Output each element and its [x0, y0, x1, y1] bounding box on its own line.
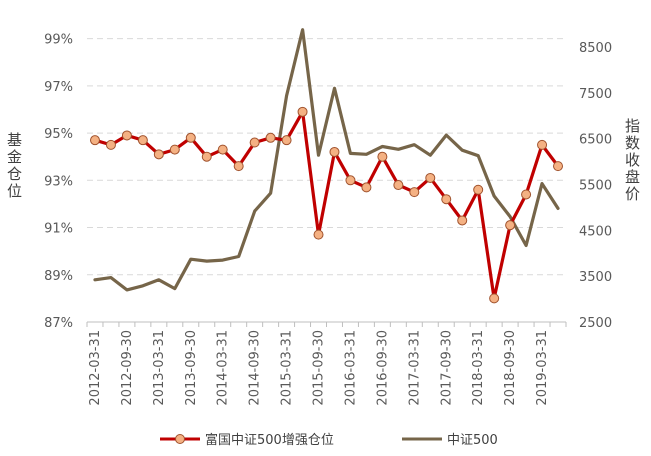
fund-position-point: [409, 187, 420, 198]
fund-position-point: [89, 135, 100, 146]
fund-position-line: [93, 110, 560, 300]
x-tick-label: 2013-09-30: [184, 330, 199, 406]
x-axis-ticks: 2012-03-31 2012-09-30 2013-03-31 2013-09-30…: [86, 322, 567, 406]
x-tick-label: 2017-03-31: [407, 330, 422, 406]
fund-position-point: [265, 132, 276, 143]
x-tick-label: 2016-09-30: [375, 330, 390, 406]
right-y-tick-label: 2500: [579, 316, 612, 331]
fund-position-point: [345, 175, 356, 186]
fund-position-point: [329, 146, 340, 157]
legend-item-position: 富国中证500增强仓位: [160, 432, 334, 448]
fund-position-point: [553, 161, 564, 172]
right-y-tick-label: 8500: [579, 41, 612, 56]
fund-position-point: [425, 172, 436, 183]
left-y-tick-label: 95%: [44, 127, 73, 142]
fund-position-point: [473, 184, 484, 195]
fund-position-point: [441, 194, 452, 205]
left-y-axis-title: 基金仓位: [5, 132, 23, 200]
left-y-tick-label: 97%: [44, 80, 73, 95]
fund-position-point: [281, 135, 292, 146]
x-tick-label: 2014-09-30: [248, 330, 263, 406]
fund-position-point: [105, 139, 116, 150]
x-tick-label: 2017-09-30: [439, 330, 454, 406]
fund-position-point: [185, 132, 196, 143]
x-tick-label: 2019-03-31: [535, 330, 550, 406]
fund-position-point: [521, 189, 532, 200]
fund-position-point: [457, 215, 468, 226]
x-tick-label: 2018-03-31: [471, 330, 486, 406]
fund-position-point: [393, 180, 404, 191]
x-tick-label: 2018-09-30: [503, 330, 518, 406]
fund-position-point: [217, 144, 228, 155]
left-y-tick-label: 87%: [44, 316, 73, 331]
right-y-tick-label: 3500: [579, 270, 612, 285]
left-y-tick-label: 93%: [44, 174, 73, 189]
fund-position-point: [313, 229, 324, 240]
legend-item-index: 中证500: [402, 433, 498, 448]
legend-label-index: 中证500: [447, 433, 498, 448]
fund-position-point: [297, 106, 308, 117]
right-y-tick-label: 4500: [579, 224, 612, 239]
fund-position-point: [201, 151, 212, 162]
legend-label-position: 富国中证500增强仓位: [205, 432, 334, 448]
legend: 富国中证500增强仓位 中证500: [160, 432, 498, 448]
right-y-axis-title: 指数收盘价: [623, 118, 641, 203]
x-tick-label: 2013-03-31: [152, 330, 167, 406]
index-close-line: [93, 28, 560, 292]
fund-position-point: [137, 135, 148, 146]
fund-position-point: [121, 130, 132, 141]
right-y-tick-label: 6500: [579, 133, 612, 148]
x-tick-label: 2015-09-30: [312, 330, 327, 406]
series-layer: [89, 28, 564, 304]
fund-position-point: [377, 151, 388, 162]
right-y-tick-label: 5500: [579, 179, 612, 194]
x-tick-label: 2012-09-30: [120, 330, 135, 406]
fund-position-point: [361, 182, 372, 193]
left-y-tick-label: 91%: [44, 222, 73, 237]
left-y-axis-ticks: 87% 89% 91% 93% 95% 97% 99%: [44, 33, 73, 331]
fund-position-point: [505, 220, 516, 231]
fund-position-point: [489, 293, 500, 304]
left-y-tick-label: 99%: [44, 33, 73, 48]
x-tick-label: 2015-03-31: [280, 330, 295, 406]
right-y-axis-ticks: 2500 3500 4500 5500 6500 7500 8500: [579, 41, 612, 331]
x-tick-label: 2016-03-31: [343, 330, 358, 406]
fund-position-point: [249, 137, 260, 148]
x-tick-label: 2014-03-31: [216, 330, 231, 406]
right-y-tick-label: 7500: [579, 87, 612, 102]
x-tick-label: 2012-03-31: [88, 330, 103, 406]
left-y-tick-label: 89%: [44, 269, 73, 284]
fund-position-point: [169, 144, 180, 155]
fund-position-point: [233, 161, 244, 172]
fund-position-point: [153, 149, 164, 160]
fund-position-point: [537, 139, 548, 150]
